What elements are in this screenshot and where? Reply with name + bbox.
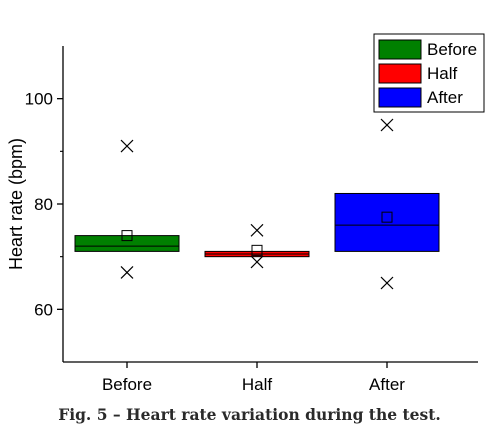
outlier-stroke-b (250, 223, 264, 237)
legend: Before Half After (373, 33, 485, 113)
outlier-stroke-b (380, 118, 394, 132)
legend-swatch-after (378, 87, 422, 108)
y-tick-label-100: 100 (25, 90, 53, 109)
mean-marker-before (121, 230, 133, 242)
legend-label-before: Before (427, 40, 477, 59)
x-tick-label-half: Half (242, 375, 273, 394)
box-before (74, 235, 180, 252)
outlier-half-0 (250, 223, 264, 237)
mean-marker-after (381, 211, 393, 223)
x-axis-ticks: Before Half After (102, 362, 405, 394)
legend-swatch-before (378, 39, 422, 60)
plot-area (74, 118, 440, 290)
outlier-before-1 (120, 266, 134, 279)
legend-swatch-half (378, 63, 422, 84)
y-axis-ticks: 60 80 100 (25, 90, 63, 319)
legend-label-half: Half (427, 64, 458, 83)
outlier-stroke-b (120, 266, 134, 279)
outlier-stroke-b (250, 255, 264, 269)
y-tick-label-60: 60 (34, 300, 53, 319)
outlier-half-1 (250, 255, 264, 269)
x-tick-label-after: After (369, 375, 405, 394)
y-axis-title: Heart rate (bpm) (6, 138, 26, 270)
outlier-after-1 (380, 276, 394, 290)
x-tick-label-before: Before (102, 375, 152, 394)
outlier-stroke-b (380, 276, 394, 290)
outlier-stroke-b (120, 139, 134, 153)
legend-label-after: After (427, 88, 463, 107)
outlier-after-0 (380, 118, 394, 132)
y-tick-label-80: 80 (34, 195, 53, 214)
box-plot-chart: 60 80 100 Before Half After Heart rate (bpm)… (6, 33, 485, 394)
mean-marker-half (251, 244, 263, 256)
figure-caption: Fig. 5 – Heart rate variation during the… (58, 405, 441, 424)
outlier-before-0 (120, 139, 134, 153)
